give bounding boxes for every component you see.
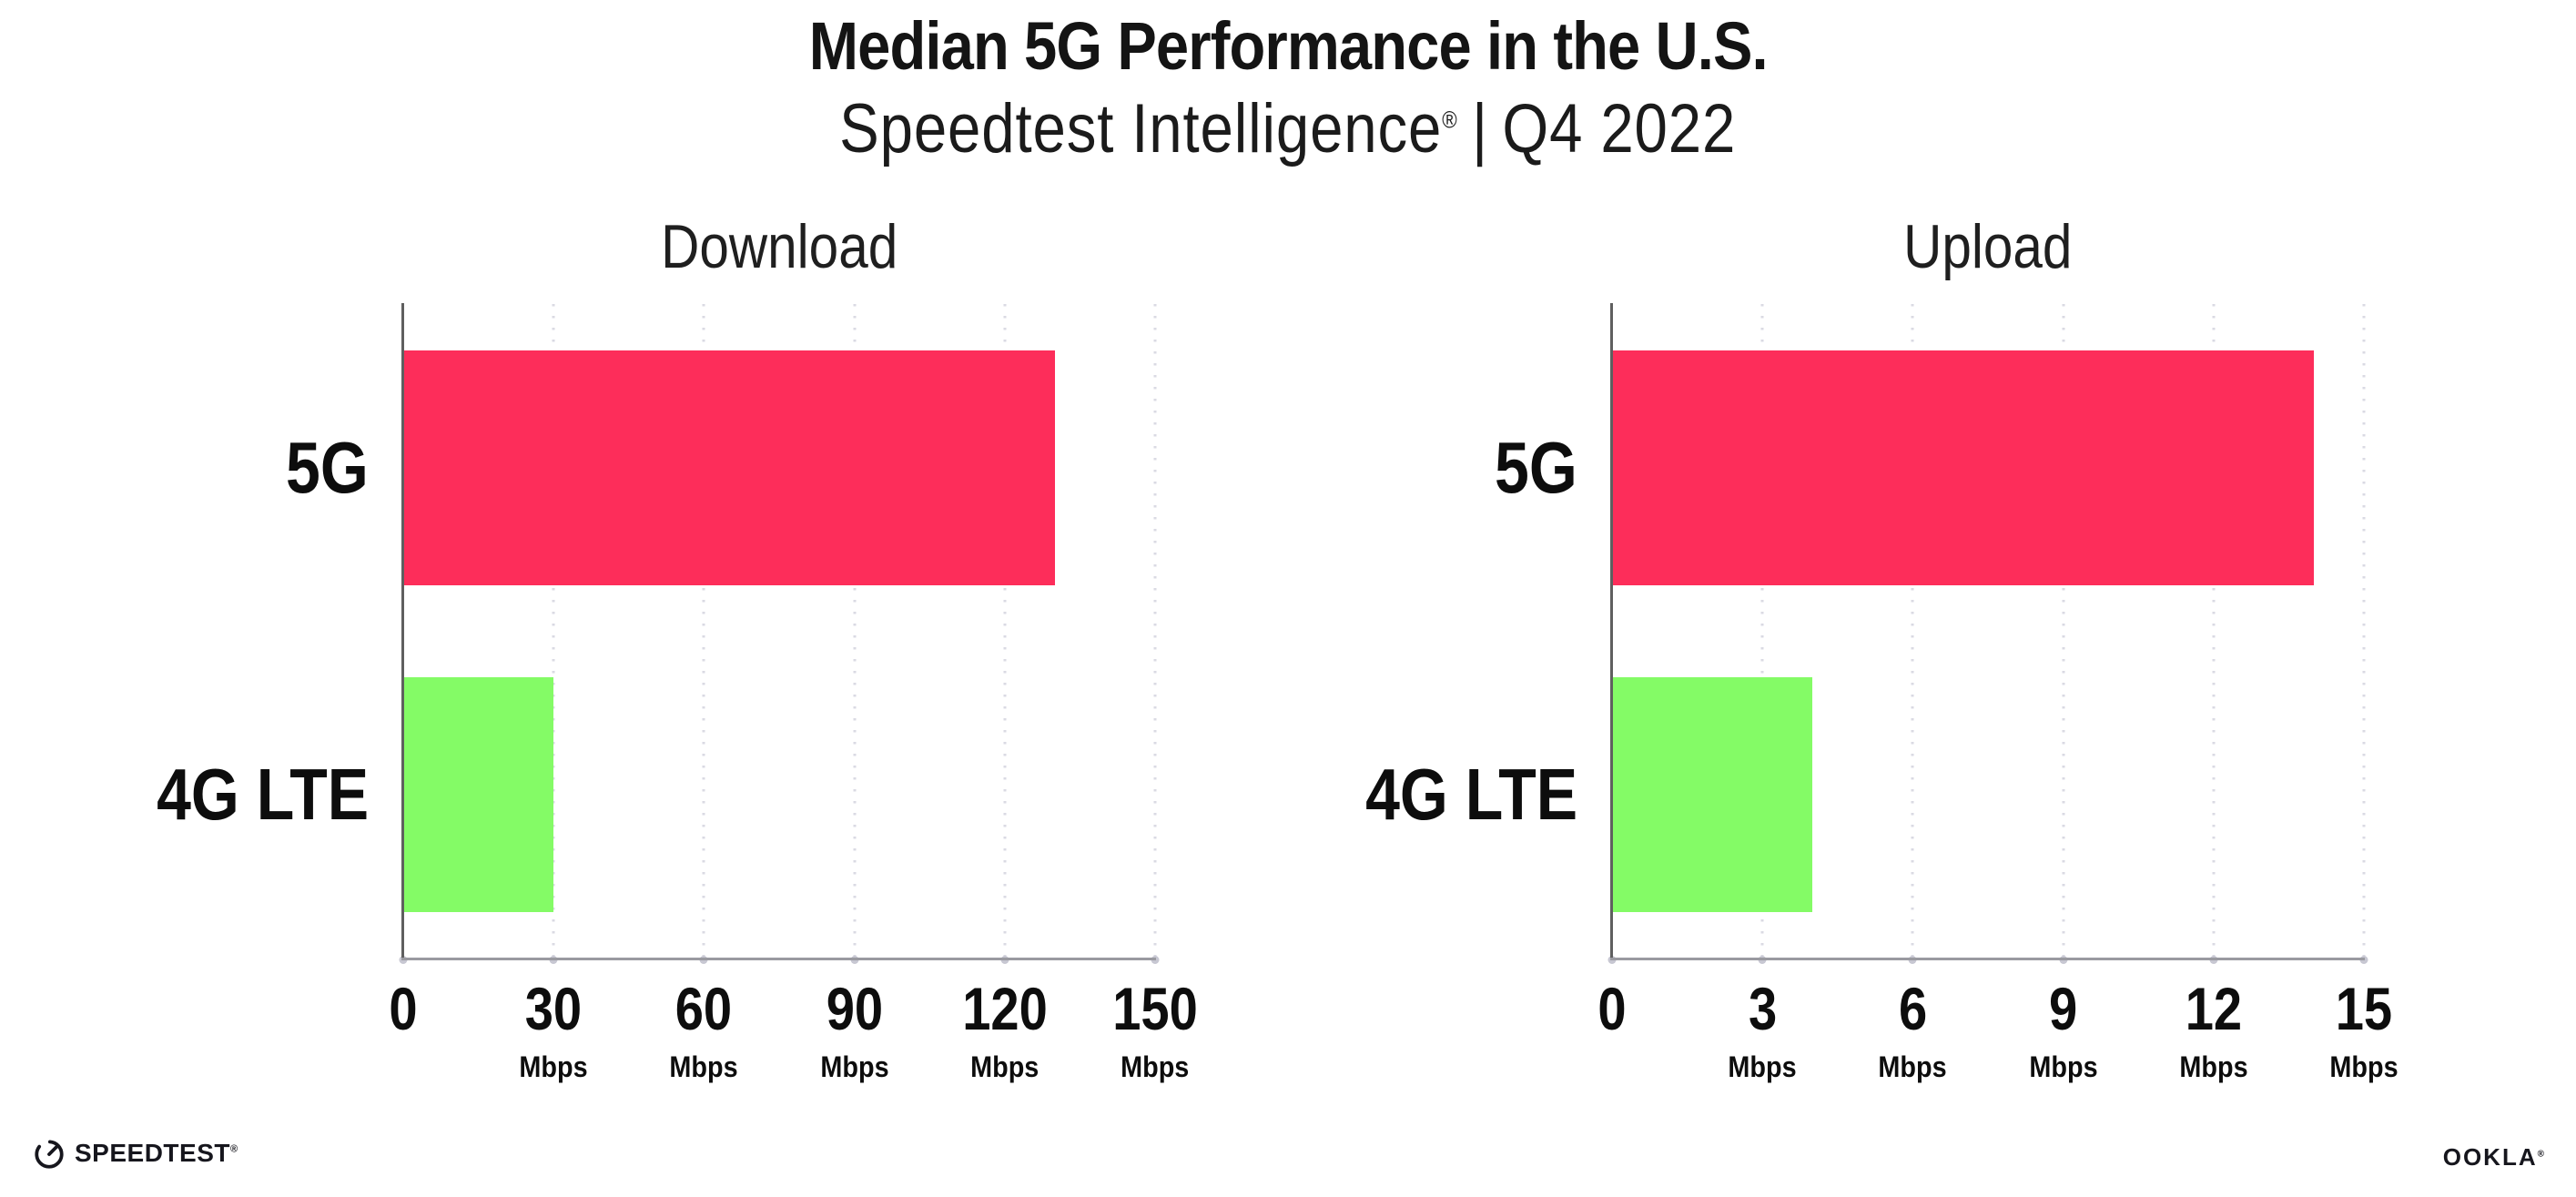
x-tick-3: 3 Mbps [1724,979,1800,1081]
chart-title-text: Upload [1903,212,2073,281]
y-axis-line [401,303,404,959]
x-tick-0: 0 [1596,979,1629,1039]
x-tick-unit: Mbps [1878,1050,1947,1083]
chart-title: Download [403,212,1155,281]
x-tick-9: 9 Mbps [2025,979,2102,1081]
gridline-9 [2062,304,2065,959]
speedtest-logo: SPEEDTEST® [32,1136,238,1171]
bar-5g [404,350,1055,585]
row-label-4g-lte: 4G LTE [157,754,369,836]
x-tick-unit: Mbps [1728,1050,1797,1083]
page-subtitle: Speedtest Intelligence® | Q4 2022 [0,93,2576,166]
page-title: Median 5G Performance in the U.S. [0,11,2576,82]
plot-area: 0 3 Mbps 6 Mbps 9 Mbps 12 Mbps 15 Mbps 5G 4G LTE [1365,303,2399,1081]
x-tick-label: 60 [675,975,733,1042]
gridline-150 [1153,304,1157,959]
x-tick-0: 0 [387,979,421,1039]
gridline-12 [2212,304,2216,959]
row-label-4g-lte: 4G LTE [1365,754,1577,836]
subtitle-separator: | [1472,90,1489,167]
x-axis-line [1610,958,2365,960]
x-tick-unit: Mbps [2179,1050,2248,1083]
chart-title-text: Download [660,212,898,281]
gridline-6 [1911,304,1914,959]
x-tick-label: 90 [826,975,883,1042]
subtitle-period: Q4 2022 [1502,90,1737,167]
gridline-90 [853,304,857,959]
plot-area: 0 30 Mbps 60 Mbps 90 Mbps 120 Mbps 150 Mbps 5G 4G LT… [157,303,1198,1081]
x-tick-6: 6 Mbps [1875,979,1952,1081]
x-tick-unit: Mbps [970,1050,1040,1083]
download-chart: Download 0 30 Mbps 60 Mbps 90 Mbps 120 Mbps 150 Mb… [157,212,1198,1081]
x-tick-label: 6 [1898,975,1927,1042]
ookla-logo: OOKLA® [2443,1143,2546,1172]
x-tick-label: 3 [1748,975,1777,1042]
x-tick-label: 15 [2335,975,2393,1042]
speedtest-wordmark: SPEEDTEST® [75,1139,238,1168]
x-tick-label: 12 [2185,975,2243,1042]
x-tick-unit: Mbps [669,1050,738,1083]
chart-title: Upload [1612,212,2364,281]
x-tick-label: 9 [2048,975,2078,1042]
x-axis-line [401,958,1156,960]
speedtest-gauge-icon [35,1140,64,1169]
y-axis-line [1610,303,1613,959]
x-tick-unit: Mbps [519,1050,588,1083]
x-tick-15: 15 Mbps [2326,979,2402,1081]
x-tick-unit: Mbps [819,1050,889,1083]
registered-trademark-icon: ® [1442,106,1458,134]
row-label-5g: 5G [1495,426,1577,508]
x-tick-12: 12 Mbps [2175,979,2252,1081]
x-tick-90: 90 Mbps [816,979,893,1081]
x-tick-unit: Mbps [2028,1050,2098,1083]
x-tick-unit: Mbps [2329,1050,2399,1083]
row-label-5g: 5G [286,426,369,508]
speedtest-wordmark-text: SPEEDTEST [75,1139,230,1167]
gridline-60 [702,304,705,959]
x-tick-label: 0 [389,975,418,1042]
x-tick-unit: Mbps [1121,1050,1190,1083]
page-subtitle-text: Speedtest Intelligence® | Q4 2022 [839,93,1736,166]
speedtest-trademark-icon: ® [229,1143,238,1155]
gridline-3 [1760,304,1764,959]
bar-4g-lte [404,677,554,913]
x-tick-30: 30 Mbps [515,979,592,1081]
x-tick-label: 150 [1112,975,1198,1042]
gridline-15 [2362,304,2366,959]
ookla-wordmark-text: OOKLA [2442,1143,2538,1171]
gridline-30 [552,304,555,959]
bar-4g-lte [1613,677,1813,913]
x-tick-label: 0 [1597,975,1627,1042]
gridline-120 [1003,304,1007,959]
upload-chart: Upload 0 3 Mbps 6 Mbps 9 Mbps 12 Mbps 15 Mbps 5G 4G … [1365,212,2399,1081]
x-tick-label: 30 [524,975,583,1042]
subtitle-brand: Speedtest Intelligence [839,90,1443,167]
x-tick-60: 60 Mbps [666,979,743,1081]
x-tick-120: 120 Mbps [955,979,1055,1081]
x-tick-150: 150 Mbps [1105,979,1205,1081]
page-title-text: Median 5G Performance in the U.S. [808,8,1769,84]
bar-5g [1613,350,2314,585]
ookla-trademark-icon: ® [2537,1149,2546,1160]
x-tick-label: 120 [961,975,1048,1042]
